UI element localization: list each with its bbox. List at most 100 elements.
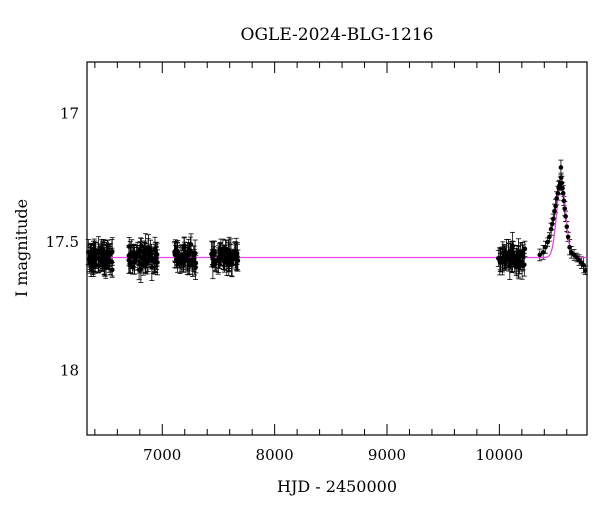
data-point xyxy=(142,264,148,269)
data-point xyxy=(564,224,570,229)
data-point xyxy=(217,247,223,252)
x-tick-label: 8000 xyxy=(256,446,294,464)
y-tick-label: 17 xyxy=(60,104,79,122)
data-point xyxy=(583,268,588,273)
data-point xyxy=(581,262,586,268)
data-point xyxy=(191,256,197,262)
data-point xyxy=(520,255,526,260)
data-point xyxy=(141,249,147,254)
data-point xyxy=(108,250,113,256)
data-point xyxy=(516,250,521,255)
data-point xyxy=(229,261,234,266)
data-point xyxy=(187,262,192,268)
data-point xyxy=(550,216,556,222)
data-point xyxy=(149,264,155,270)
data-point xyxy=(89,255,95,261)
y-tick-label: 17.5 xyxy=(46,233,79,251)
data-point xyxy=(128,254,134,260)
data-point xyxy=(515,255,520,261)
data-point xyxy=(131,260,137,265)
data-point xyxy=(91,262,96,267)
data-point xyxy=(228,252,234,258)
data-point xyxy=(220,257,226,263)
data-point xyxy=(222,249,228,255)
data-point xyxy=(554,196,559,201)
chart-title: OGLE-2024-BLG-1216 xyxy=(241,25,434,45)
data-point xyxy=(145,247,151,252)
data-point xyxy=(219,253,224,259)
data-point xyxy=(130,264,135,270)
data-point xyxy=(146,256,152,262)
data-point xyxy=(137,259,142,265)
y-axis-label: I magnitude xyxy=(12,199,31,297)
data-point xyxy=(139,243,144,249)
data-point xyxy=(496,256,501,261)
data-point xyxy=(109,267,115,273)
data-point xyxy=(87,260,93,265)
data-points xyxy=(85,165,588,273)
data-point xyxy=(129,251,135,256)
data-point xyxy=(96,263,102,268)
data-point xyxy=(503,256,508,262)
data-point xyxy=(558,175,564,181)
data-point xyxy=(192,250,198,256)
x-tick-label: 10000 xyxy=(476,446,524,464)
data-point xyxy=(522,246,528,252)
data-point xyxy=(126,244,132,249)
data-point xyxy=(154,255,159,261)
data-point xyxy=(233,254,239,260)
data-point xyxy=(215,258,221,264)
data-point xyxy=(126,257,132,263)
data-point xyxy=(512,260,518,266)
plot-frame xyxy=(86,61,588,436)
data-point xyxy=(104,256,109,261)
data-point xyxy=(510,253,516,258)
data-point xyxy=(136,267,142,273)
data-point xyxy=(540,250,546,255)
data-point xyxy=(103,264,109,270)
x-tick-label: 9000 xyxy=(368,446,406,464)
data-point xyxy=(88,265,94,270)
data-point xyxy=(134,251,140,256)
data-point xyxy=(560,190,566,196)
data-point xyxy=(92,258,98,264)
data-point xyxy=(561,198,567,204)
data-point xyxy=(193,265,198,270)
axis-ticks xyxy=(94,62,568,435)
data-point xyxy=(563,214,568,219)
y-tick-label: 18 xyxy=(60,362,79,380)
data-point xyxy=(139,255,145,261)
data-point xyxy=(558,165,564,170)
data-point xyxy=(175,251,180,256)
data-point xyxy=(559,180,565,186)
data-point xyxy=(503,261,508,266)
data-point xyxy=(212,261,218,267)
data-point xyxy=(537,252,543,258)
data-point xyxy=(188,242,194,247)
data-point xyxy=(152,247,158,253)
data-point xyxy=(210,248,216,254)
data-point xyxy=(498,260,503,265)
data-point xyxy=(193,260,199,266)
data-point xyxy=(226,258,231,263)
data-point xyxy=(211,253,216,259)
data-point xyxy=(549,221,555,227)
data-point xyxy=(547,234,552,240)
data-point xyxy=(154,252,160,257)
data-point xyxy=(562,206,568,211)
data-point xyxy=(179,259,185,264)
data-point xyxy=(519,263,525,268)
x-tick-label: 7000 xyxy=(143,446,181,464)
x-axis-label: HJD - 2450000 xyxy=(277,477,397,496)
data-point xyxy=(138,249,143,255)
data-point xyxy=(185,253,190,258)
data-point xyxy=(565,234,571,240)
data-point xyxy=(552,208,557,214)
data-point xyxy=(567,244,572,250)
data-point xyxy=(93,251,98,257)
axis-tick-labels: 7000 8000 9000 10000 17 17.5 18 xyxy=(46,104,524,464)
data-point xyxy=(504,250,509,255)
data-point xyxy=(510,243,515,249)
data-point xyxy=(99,258,104,264)
